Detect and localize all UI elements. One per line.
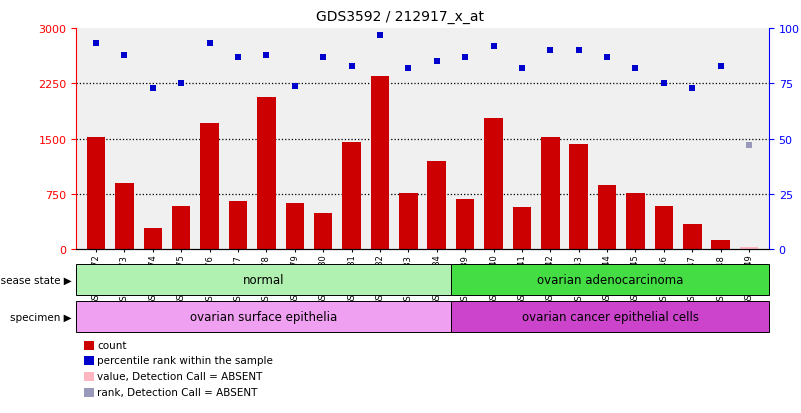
Bar xyxy=(485,119,503,250)
Bar xyxy=(513,207,531,250)
Bar xyxy=(200,124,219,250)
Text: normal: normal xyxy=(243,273,284,286)
Bar xyxy=(257,98,276,250)
Bar xyxy=(711,240,730,250)
Bar xyxy=(740,248,759,250)
Text: specimen ▶: specimen ▶ xyxy=(10,312,72,322)
Bar xyxy=(570,145,588,250)
Text: disease state ▶: disease state ▶ xyxy=(0,275,72,285)
Text: ovarian adenocarcinoma: ovarian adenocarcinoma xyxy=(537,273,683,286)
Bar xyxy=(342,142,360,250)
Text: percentile rank within the sample: percentile rank within the sample xyxy=(97,356,273,366)
Text: ovarian surface epithelia: ovarian surface epithelia xyxy=(190,311,337,323)
Text: value, Detection Call = ABSENT: value, Detection Call = ABSENT xyxy=(97,371,262,381)
Bar xyxy=(456,200,474,250)
Bar xyxy=(314,214,332,250)
Bar xyxy=(683,224,702,250)
Bar xyxy=(371,77,389,250)
Bar xyxy=(626,194,645,250)
Bar xyxy=(541,138,560,250)
Bar xyxy=(654,206,673,250)
Text: ovarian cancer epithelial cells: ovarian cancer epithelial cells xyxy=(521,311,698,323)
Text: rank, Detection Call = ABSENT: rank, Detection Call = ABSENT xyxy=(97,387,257,397)
Bar xyxy=(428,161,446,250)
Bar xyxy=(399,194,417,250)
Bar xyxy=(598,186,616,250)
Text: count: count xyxy=(97,340,127,350)
Bar xyxy=(229,201,248,250)
Text: GDS3592 / 212917_x_at: GDS3592 / 212917_x_at xyxy=(316,10,485,24)
Bar xyxy=(172,206,191,250)
Bar xyxy=(87,138,105,250)
Bar xyxy=(143,228,162,250)
Bar xyxy=(285,204,304,250)
Bar xyxy=(115,183,134,250)
